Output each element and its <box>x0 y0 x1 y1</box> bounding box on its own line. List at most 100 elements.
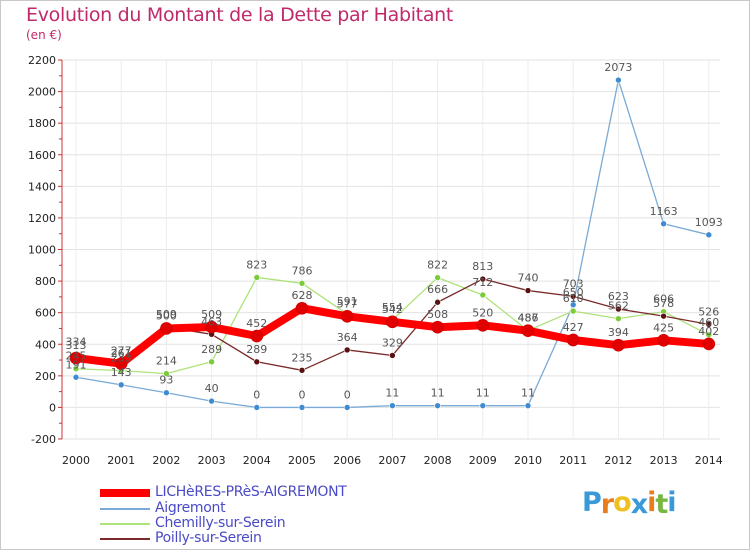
data-label: 425 <box>653 321 674 334</box>
series-point <box>163 389 170 397</box>
data-label: 235 <box>292 351 313 364</box>
proxiti-logo: Proxiti <box>582 487 677 520</box>
x-tick-label: 2012 <box>604 454 632 467</box>
x-tick-label: 2007 <box>378 454 406 467</box>
data-label: 452 <box>246 317 267 330</box>
data-label: 402 <box>698 325 719 338</box>
series-point <box>386 315 399 329</box>
series-point <box>208 358 215 366</box>
logo-letter: t <box>655 489 668 520</box>
x-tick-label: 2008 <box>424 454 452 467</box>
data-label: 487 <box>518 312 539 325</box>
data-label: 289 <box>246 343 267 356</box>
series-point <box>476 318 490 332</box>
logo-letter: o <box>613 487 632 518</box>
series-point <box>208 397 215 405</box>
series-point <box>615 315 622 322</box>
data-label: 394 <box>608 326 629 339</box>
x-tick-label: 2010 <box>514 454 542 467</box>
series-point <box>524 402 532 409</box>
chart-series <box>69 76 716 411</box>
x-tick-label: 2001 <box>107 454 135 467</box>
data-label: 0 <box>299 388 306 401</box>
x-tick-label: 2000 <box>62 454 90 467</box>
series-point <box>340 309 354 323</box>
logo-letter: x <box>630 489 648 520</box>
data-label: 329 <box>382 336 403 349</box>
series-point <box>298 404 306 411</box>
chart-title: Evolution du Montant de la Dette par Hab… <box>26 4 454 26</box>
data-label: 1163 <box>650 205 678 218</box>
x-tick-label: 2011 <box>559 454 587 467</box>
data-label: 666 <box>427 283 448 296</box>
data-label: 463 <box>201 315 222 328</box>
logo-letter: r <box>600 489 614 520</box>
series-point <box>569 301 577 309</box>
x-tick-label: 2006 <box>333 454 361 467</box>
data-label: 578 <box>653 297 674 310</box>
data-label: 508 <box>427 308 448 321</box>
y-tick-label: 400 <box>35 338 56 351</box>
series-point <box>389 352 396 359</box>
data-label: 40 <box>205 382 219 395</box>
data-label: 509 <box>201 308 222 321</box>
series-point <box>434 402 441 409</box>
data-label: 11 <box>431 387 445 400</box>
legend-label-aigremont: Aigremont <box>155 500 226 516</box>
data-label: 623 <box>608 290 629 303</box>
data-label: 313 <box>66 339 87 352</box>
y-tick-label: 2200 <box>28 54 56 67</box>
data-label: 486 <box>518 312 539 325</box>
data-label: 703 <box>563 277 584 290</box>
x-tick-label: 2013 <box>650 454 678 467</box>
data-label: 813 <box>472 260 493 273</box>
logo-letter: P <box>582 487 602 518</box>
data-label: 334 <box>66 336 87 349</box>
series-point <box>298 279 306 287</box>
series-point <box>434 298 441 306</box>
data-label: 0 <box>253 388 260 401</box>
data-label: 500 <box>156 309 177 322</box>
x-tick-label: 2002 <box>152 454 180 467</box>
data-label: 427 <box>563 321 584 334</box>
series-point <box>343 346 351 354</box>
data-label: 191 <box>66 358 87 371</box>
data-label: 509 <box>156 308 177 321</box>
series-point <box>253 358 261 366</box>
series-point <box>615 305 622 313</box>
data-label: 93 <box>159 374 173 387</box>
series-point <box>612 338 625 352</box>
x-tick-label: 2009 <box>469 454 497 467</box>
chart-unit: (en €) <box>26 28 62 42</box>
y-tick-label: -200 <box>31 433 56 446</box>
series-0 <box>69 301 716 370</box>
legend-swatch-licheres <box>100 489 150 497</box>
series-point <box>253 274 261 281</box>
legend-swatch-chemilly <box>100 523 150 525</box>
series-point <box>389 402 396 409</box>
data-label: 712 <box>472 276 493 289</box>
data-label: 11 <box>385 387 399 400</box>
x-tick-label: 2004 <box>243 454 271 467</box>
series-point <box>569 293 577 300</box>
data-label: 610 <box>563 292 584 305</box>
series-point <box>615 76 622 84</box>
data-label: 542 <box>382 303 403 316</box>
data-label: 11 <box>521 387 535 400</box>
y-tick-label: 800 <box>35 275 56 288</box>
data-label: 289 <box>201 343 222 356</box>
data-label: 740 <box>518 272 539 285</box>
data-label: 562 <box>608 300 629 313</box>
legend-label-poilly: Poilly-sur-Serein <box>155 530 262 546</box>
data-label: 577 <box>337 297 358 310</box>
y-tick-label: 0 <box>49 401 56 414</box>
legend-label-chemilly: Chemilly-sur-Serein <box>155 515 286 531</box>
x-tick-label: 2005 <box>288 454 316 467</box>
y-tick-label: 1000 <box>28 244 56 257</box>
legend-swatch-poilly <box>100 538 150 540</box>
data-label: 606 <box>653 293 674 306</box>
series-point <box>72 365 80 373</box>
series-point <box>524 287 532 294</box>
data-label: 650 <box>563 286 584 299</box>
